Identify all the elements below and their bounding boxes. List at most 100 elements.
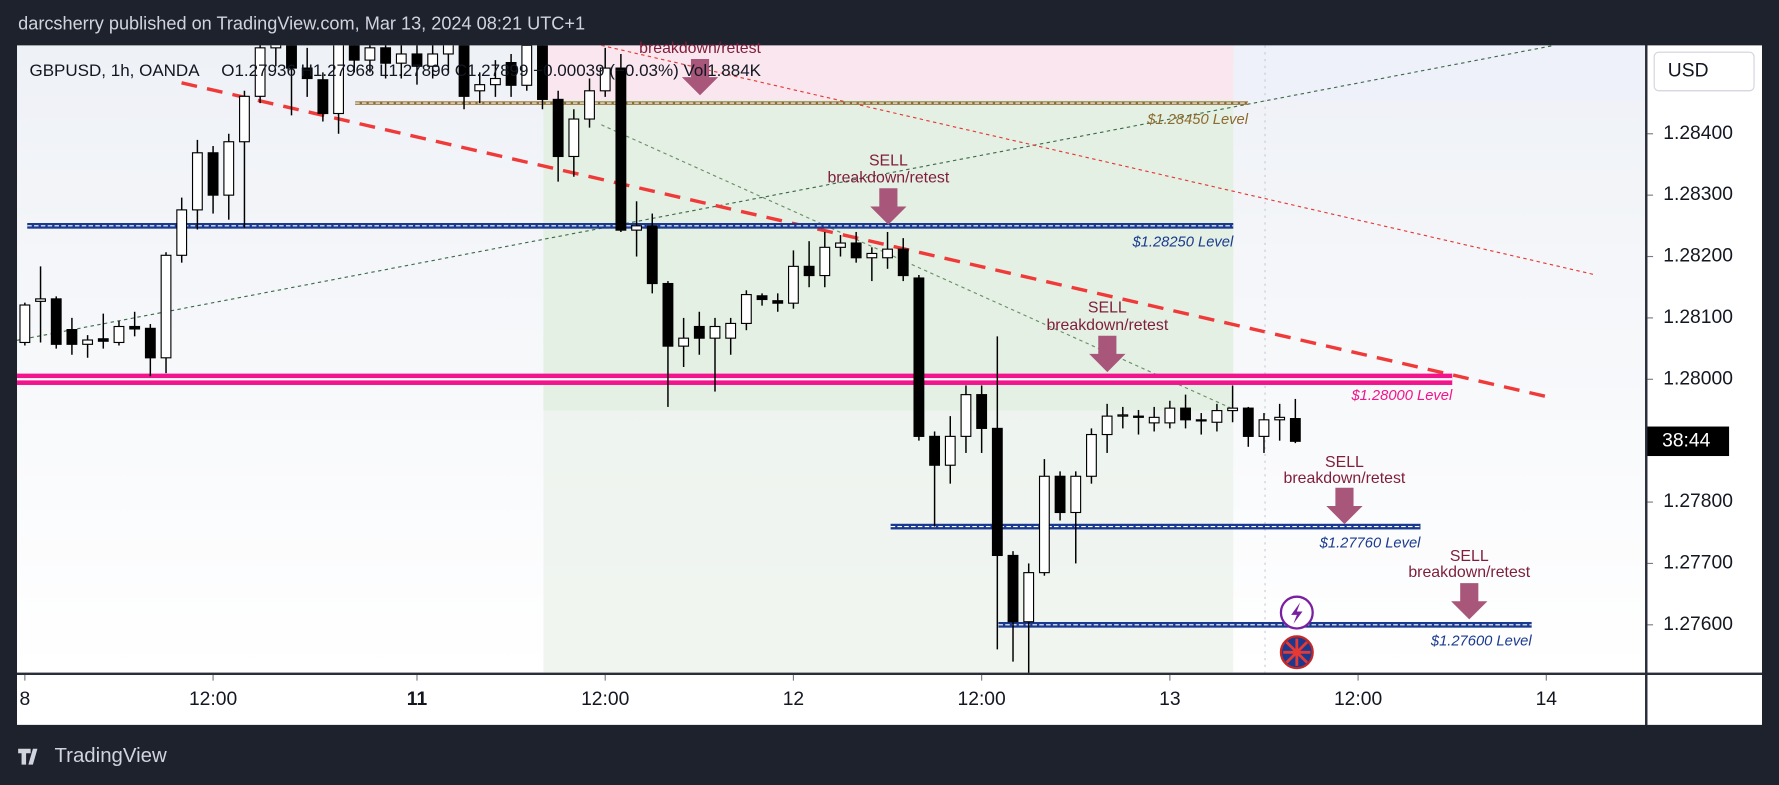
- candle-body: [882, 248, 893, 259]
- candle-body: [176, 209, 188, 256]
- y-tick-label: 1.27700: [1663, 553, 1733, 574]
- candle-body: [693, 325, 705, 339]
- trend-line: [601, 124, 1237, 412]
- candle-body: [1007, 554, 1019, 623]
- candle-body: [866, 252, 878, 259]
- annotation: SELL: [1325, 454, 1364, 471]
- y-tick-label: 1.28200: [1663, 246, 1733, 267]
- candle-body: [1133, 415, 1144, 418]
- annotation: SELL: [1450, 548, 1489, 565]
- candle-body: [584, 90, 595, 120]
- candle-body: [1148, 416, 1160, 424]
- candle-body: [599, 67, 611, 92]
- logo-text: TradingView: [54, 745, 167, 767]
- candle-body: [835, 242, 846, 248]
- candle-body: [1274, 416, 1286, 421]
- y-tick-label: 1.28100: [1663, 307, 1733, 328]
- candle-body: [537, 45, 548, 100]
- candle-body: [207, 152, 219, 196]
- sell-arrow: [870, 188, 907, 225]
- candle-body: [850, 242, 862, 259]
- candle-body: [333, 45, 344, 115]
- candle-body: [991, 427, 1003, 557]
- y-tick-label: 1.28000: [1663, 368, 1733, 389]
- candle-body: [129, 325, 141, 330]
- logo: TradingView: [18, 745, 167, 767]
- annotation: SELL: [869, 152, 908, 169]
- candle-body: [1038, 475, 1050, 574]
- time-axis: [17, 674, 1646, 725]
- candle-body: [380, 47, 392, 64]
- annotation: breakdown/retest: [827, 169, 949, 186]
- candle-body: [50, 298, 62, 345]
- x-tick-label: 13: [1159, 689, 1180, 710]
- level-label: $1.27600 Level: [1430, 634, 1533, 650]
- candle-body: [489, 77, 501, 86]
- axis-corner: [1647, 674, 1762, 725]
- candle-body: [348, 45, 360, 61]
- candle-body: [144, 327, 156, 359]
- candle-body: [646, 225, 658, 285]
- currency-button[interactable]: [1653, 51, 1755, 92]
- legend-ohlc: O1.27936 H1.27968 L1.27896 C1.27899 −0.0…: [221, 61, 761, 80]
- logo-mark: [18, 748, 38, 765]
- event-icon: [1291, 602, 1303, 624]
- candle-body: [35, 298, 46, 302]
- projection-zone: [543, 410, 1234, 673]
- countdown: 38:44: [1662, 430, 1711, 451]
- candle-body: [756, 295, 768, 301]
- y-tick-label: 1.28400: [1663, 123, 1733, 144]
- level-line: [890, 523, 1421, 530]
- candle-body: [772, 300, 784, 304]
- candle-body: [1227, 407, 1239, 412]
- annotation: breakdown/retest: [1046, 317, 1168, 334]
- candle-body: [286, 45, 297, 69]
- candle-body: [1211, 410, 1223, 423]
- candle-body: [474, 84, 486, 92]
- sell-arrow: [1089, 335, 1126, 373]
- candle-body: [960, 394, 972, 437]
- candle-body: [113, 325, 125, 344]
- candle-body: [678, 337, 690, 347]
- highlight-zone: [1234, 45, 1646, 100]
- candle-body: [458, 45, 470, 97]
- published-header: darcsherry published on TradingView.com,…: [18, 14, 585, 34]
- candle-body: [913, 277, 925, 437]
- sell-arrow: [681, 58, 719, 96]
- candle-body: [1117, 414, 1129, 417]
- candle-body: [521, 45, 533, 86]
- candle-body: [819, 246, 831, 277]
- candle-body: [976, 394, 988, 429]
- candle-body: [270, 45, 282, 49]
- candle-body: [1180, 407, 1191, 421]
- candle-body: [615, 67, 627, 231]
- y-tick-label: 1.28300: [1663, 184, 1733, 205]
- candle-body: [239, 95, 250, 143]
- candle-body: [191, 152, 203, 211]
- candle-body: [944, 435, 956, 466]
- sell-arrow: [1451, 583, 1488, 620]
- candle-body: [301, 67, 313, 80]
- level-label: $1.28450 Level: [1146, 112, 1249, 128]
- candle-body: [66, 329, 78, 345]
- candle-body: [1023, 572, 1035, 623]
- last-price-box: [1647, 426, 1730, 457]
- trend-line: [17, 45, 1555, 341]
- currency-label[interactable]: USD: [1668, 61, 1709, 82]
- annotation: breakdown/retest: [1408, 564, 1530, 581]
- candle-body: [725, 322, 737, 339]
- price-axis: [1647, 45, 1762, 673]
- x-tick-label: 12:00: [1334, 689, 1382, 710]
- candle-body: [427, 53, 439, 67]
- candle-body: [160, 254, 172, 359]
- x-tick-label: 12:00: [189, 689, 237, 710]
- candle-body: [97, 338, 109, 342]
- candle-body: [317, 79, 329, 115]
- candle-body: [505, 61, 517, 86]
- candle-body: [82, 339, 94, 345]
- candle-body: [740, 294, 752, 325]
- level-label: $1.28250 Level: [1131, 235, 1234, 251]
- candle-body: [552, 98, 564, 158]
- candle-body: [442, 45, 454, 55]
- candle-body: [709, 325, 721, 339]
